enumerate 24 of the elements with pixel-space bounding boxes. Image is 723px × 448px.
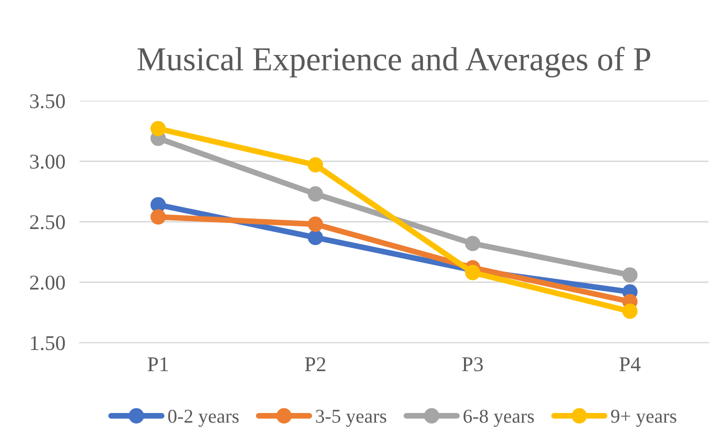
x-tick-label: P2 [305,357,326,372]
point [308,230,324,246]
point [622,304,638,319]
point [465,236,480,252]
y-tick-label: 3.50 [30,94,65,108]
y-tick-label: 1.50 [31,336,65,350]
point [308,157,324,173]
point [150,209,166,225]
y-tick-label: 3.00 [30,154,65,169]
point [150,120,166,136]
legend-label: 9+ years [611,410,676,427]
legend-label: 3-5 years [316,410,386,427]
x-tick-label: P1 [148,357,168,372]
y-tick-label: 2.00 [30,276,65,290]
x-tick-label: P3 [462,357,483,372]
point [465,264,480,280]
point [622,267,638,283]
x-tick-label: P4 [620,357,641,372]
point [308,216,324,232]
point [308,186,324,202]
chart-title: Musical Experience and Averages of P [138,46,650,78]
legend-label: 6-8 years [464,410,534,427]
legend-label: 0-2 years [168,410,239,427]
y-tick-label: 2.50 [30,215,65,230]
